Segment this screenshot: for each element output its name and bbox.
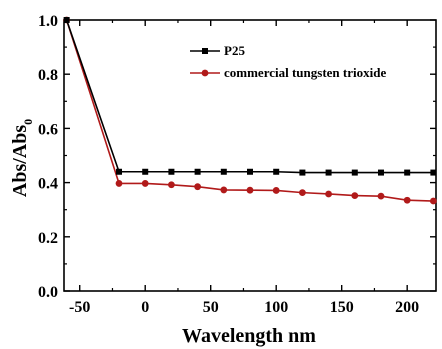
data-point [430, 169, 437, 176]
series-line [65, 19, 434, 202]
x-axis-title: Wavelength nm [182, 325, 316, 347]
data-point [298, 189, 306, 197]
legend-item: P25 [190, 43, 245, 58]
data-point [115, 180, 123, 187]
legend-marker [201, 69, 209, 77]
y-tick-label: 0.4 [38, 176, 58, 193]
data-point [377, 169, 384, 176]
y-tick-label: 0.0 [38, 284, 58, 301]
data-point [351, 192, 359, 200]
data-point [142, 168, 149, 175]
data-point [116, 168, 123, 175]
x-tick-label: -50 [69, 299, 90, 316]
data-point [168, 181, 175, 189]
legend-label: commercial tungsten trioxide [224, 65, 386, 80]
y-tick-label: 0.2 [38, 230, 58, 247]
data-point [351, 169, 358, 176]
x-tick-label: 50 [203, 299, 219, 316]
data-point [246, 186, 254, 194]
x-tick-label: 150 [330, 299, 354, 316]
x-tick-label: 200 [395, 299, 419, 316]
data-point [220, 186, 228, 194]
data-point [404, 169, 411, 176]
y-axis-title-subscript: 0 [21, 119, 35, 125]
data-point [273, 168, 280, 175]
series-p25 [63, 17, 437, 176]
data-point [403, 196, 411, 204]
plot-area-frame [63, 19, 437, 292]
data-point [272, 187, 280, 194]
legend-marker [202, 48, 208, 54]
data-point [247, 168, 253, 175]
data-point [325, 190, 332, 198]
data-point [63, 17, 70, 23]
y-tick-label: 1.0 [38, 13, 58, 30]
series-line [65, 19, 434, 174]
data-point [325, 169, 332, 176]
data-point [168, 168, 175, 175]
y-tick-label: 0.8 [38, 67, 58, 84]
data-point [194, 183, 202, 191]
x-tick-label: 0 [141, 299, 149, 316]
y-axis-title-main: Abs/Abs [9, 125, 31, 197]
data-point [220, 168, 227, 175]
legend-label: P25 [224, 43, 245, 58]
y-tick-label: 0.6 [38, 121, 58, 138]
data-point [141, 180, 149, 187]
y-axis-title: Abs/Abs0 [9, 119, 35, 197]
data-point [377, 192, 385, 200]
series-wo3 [63, 16, 437, 205]
x-tick-label: 100 [264, 299, 288, 316]
legend-item: commercial tungsten trioxide [190, 65, 386, 80]
data-point [299, 169, 306, 176]
data-point [429, 197, 437, 205]
data-point [194, 168, 201, 175]
